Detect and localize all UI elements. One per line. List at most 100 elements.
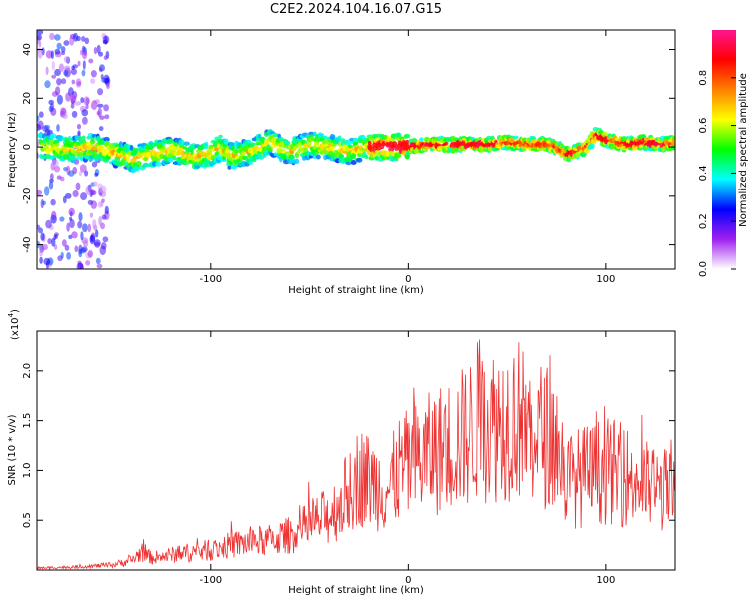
snr-multiplier: (x104) <box>7 309 21 340</box>
snr-ticks: -100 0 100 0.5 1.0 1.5 2.0 <box>22 331 675 586</box>
heatmap-cell <box>69 36 75 46</box>
heatmap-cell <box>90 78 96 84</box>
heatmap-cell <box>56 78 62 86</box>
heatmap-cell <box>37 224 41 230</box>
heatmap-cell <box>67 135 72 142</box>
heatmap-cell <box>79 263 84 269</box>
heatmap-cell <box>51 60 55 71</box>
heatmap-cell <box>44 80 51 89</box>
colorbar-tick-label: 0.4 <box>698 165 709 181</box>
heatmap-cell <box>65 151 70 155</box>
heatmap-cell <box>52 159 59 167</box>
heatmap-cell <box>89 212 94 218</box>
y-tick-label: 1.5 <box>22 413 33 429</box>
heatmap-cell <box>315 154 321 160</box>
heatmap-cell <box>85 260 91 266</box>
heatmap-cell <box>79 164 87 173</box>
heatmap-cell <box>181 150 186 156</box>
heatmap-cell <box>49 32 55 41</box>
heatmap-cell <box>395 152 402 158</box>
y-tick-label: 40 <box>22 43 33 56</box>
heatmap-cell <box>37 115 40 122</box>
heatmap-cell <box>233 149 240 154</box>
heatmap-cell <box>356 157 363 163</box>
heatmap-cell <box>70 155 76 161</box>
colorbar-tick-label: 0.0 <box>698 261 709 277</box>
heatmap-cell <box>48 181 54 190</box>
spectrogram-frame <box>36 29 676 270</box>
heatmap-cell <box>37 34 42 41</box>
y-tick-label: 2.0 <box>22 363 33 379</box>
heatmap-cell <box>76 35 81 42</box>
heatmap-cell <box>155 161 162 167</box>
heatmap-cell <box>103 55 108 60</box>
heatmap-cell <box>87 199 94 205</box>
heatmap-cell <box>54 34 61 41</box>
colorbar-tick-label: 0.6 <box>698 118 709 134</box>
heatmap-cell <box>246 139 252 144</box>
heatmap-cell <box>45 219 52 229</box>
heatmap-cell <box>92 219 97 229</box>
heatmap-cell <box>454 147 460 153</box>
heatmap-cell <box>51 210 57 221</box>
heatmap-cell <box>212 141 218 148</box>
heatmap-cell <box>65 92 71 102</box>
heatmap-cell <box>48 99 54 105</box>
heatmap-cell <box>37 120 44 130</box>
heatmap-cell <box>87 250 94 258</box>
snr-ylabel: SNR (10 * v/v) <box>7 414 18 485</box>
heatmap-cell <box>61 51 66 56</box>
heatmap-cell <box>54 48 61 55</box>
heatmap-cell <box>56 42 62 50</box>
heatmap-cell <box>70 95 77 103</box>
heatmap-cell <box>327 150 334 158</box>
heatmap-cell <box>80 192 88 201</box>
heatmap-cell <box>288 156 295 160</box>
heatmap-cell <box>671 138 675 143</box>
heatmap-cell <box>92 181 98 187</box>
heatmap-cell <box>55 86 61 96</box>
heatmap-cell <box>201 157 208 162</box>
heatmap-cell <box>104 78 110 84</box>
heatmap-cell <box>101 198 105 203</box>
heatmap-cell <box>96 263 103 269</box>
heatmap-cell <box>42 200 46 205</box>
heatmap-cell <box>294 143 299 149</box>
spectrogram-heatmap <box>37 30 675 269</box>
heatmap-cell <box>103 136 110 142</box>
spectrogram-panel: -100 0 100 -40 -20 0 20 40 Height of straight l… <box>7 29 676 296</box>
heatmap-cell <box>375 145 382 151</box>
heatmap-cell <box>71 110 78 118</box>
heatmap-cell <box>90 70 97 78</box>
heatmap-cell <box>37 30 44 35</box>
heatmap-cell <box>329 134 336 141</box>
heatmap-cell <box>273 152 278 156</box>
heatmap-cell <box>234 164 239 168</box>
heatmap-cell <box>99 115 105 120</box>
heatmap-cell <box>54 232 59 237</box>
heatmap-cell <box>367 140 372 146</box>
heatmap-cell <box>218 134 223 139</box>
heatmap-cell <box>53 244 58 250</box>
heatmap-cell <box>204 142 209 146</box>
heatmap-cell <box>78 212 83 222</box>
heatmap-cell <box>77 221 83 229</box>
y-tick-label: 1.0 <box>22 462 33 478</box>
heatmap-cell <box>312 154 317 160</box>
heatmap-cell <box>323 135 328 139</box>
heatmap-cell <box>168 157 174 163</box>
heatmap-cell <box>95 229 99 238</box>
heatmap-cell <box>364 154 369 160</box>
heatmap-cell <box>316 137 321 143</box>
heatmap-cell <box>50 50 55 60</box>
heatmap-cell <box>104 205 109 215</box>
snr-multiplier-base: (x10 <box>10 317 21 340</box>
heatmap-cell <box>190 148 194 156</box>
heatmap-cell <box>74 245 79 253</box>
heatmap-cell <box>225 150 231 154</box>
heatmap-cell <box>96 44 101 54</box>
heatmap-cell <box>80 97 85 104</box>
heatmap-cell <box>104 114 110 120</box>
heatmap-cell <box>50 133 57 139</box>
